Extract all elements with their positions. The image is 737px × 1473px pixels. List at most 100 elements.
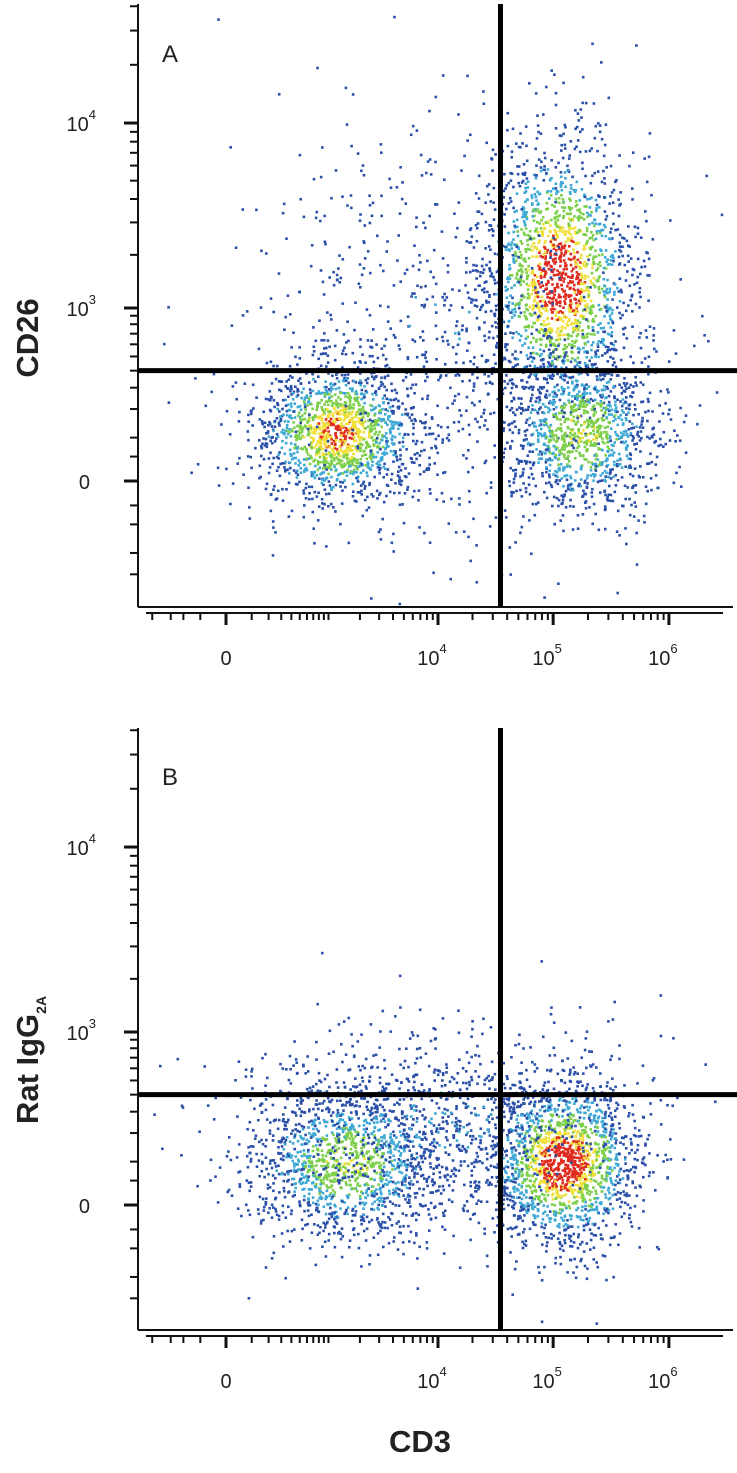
data-point	[277, 272, 281, 275]
data-point	[556, 475, 559, 478]
data-point	[554, 220, 557, 224]
data-point	[563, 143, 567, 147]
data-point	[369, 423, 373, 426]
data-point	[478, 327, 481, 331]
data-point	[635, 384, 638, 387]
data-point	[574, 439, 578, 443]
data-point	[415, 457, 418, 461]
data-point	[362, 469, 365, 472]
data-point	[551, 329, 554, 333]
data-point	[576, 420, 580, 423]
data-point	[483, 372, 486, 376]
data-point	[212, 372, 216, 376]
data-point	[633, 467, 637, 470]
data-point	[339, 425, 342, 429]
data-point	[592, 102, 596, 105]
data-point	[628, 245, 631, 248]
data-point	[515, 243, 519, 247]
data-point	[613, 463, 616, 467]
data-point	[596, 149, 599, 153]
data-point	[608, 287, 612, 291]
data-point	[326, 339, 330, 342]
data-point	[583, 260, 587, 264]
data-point	[596, 345, 600, 348]
data-point	[569, 475, 572, 478]
data-point	[538, 457, 541, 461]
data-point	[578, 436, 581, 440]
data-point	[360, 388, 364, 392]
data-point	[352, 380, 356, 383]
data-point	[595, 280, 599, 283]
data-point	[678, 439, 682, 442]
data-point	[443, 363, 447, 366]
data-point	[614, 180, 617, 184]
data-point	[553, 216, 556, 219]
data-point	[340, 373, 344, 377]
data-point	[446, 426, 450, 429]
data-point	[316, 463, 320, 466]
data-point	[436, 473, 439, 476]
data-point	[340, 465, 344, 469]
data-point	[295, 447, 299, 450]
data-point	[551, 297, 554, 301]
data-point	[551, 359, 554, 363]
data-point	[551, 504, 554, 508]
data-point	[263, 421, 267, 425]
data-point	[559, 333, 563, 337]
data-point	[548, 429, 551, 433]
data-point	[294, 434, 298, 437]
data-point	[504, 289, 508, 292]
data-point	[266, 431, 270, 435]
data-point	[369, 403, 372, 407]
data-point	[549, 254, 553, 257]
data-point	[599, 405, 603, 408]
data-point	[546, 207, 550, 211]
data-point	[573, 435, 576, 438]
data-point	[521, 344, 524, 347]
data-point	[609, 390, 613, 393]
data-point	[558, 257, 561, 260]
data-point	[343, 417, 347, 420]
data-point	[364, 378, 368, 382]
data-point	[426, 397, 429, 401]
data-point	[327, 480, 331, 483]
data-point	[589, 419, 593, 423]
data-point	[547, 440, 551, 444]
data-point	[604, 454, 607, 457]
data-point	[524, 408, 528, 412]
data-point	[531, 215, 535, 218]
data-point	[594, 350, 597, 354]
data-point	[491, 169, 494, 172]
data-point	[517, 306, 521, 310]
data-point	[325, 434, 328, 438]
data-point	[634, 484, 638, 487]
data-point	[306, 421, 309, 424]
data-point	[473, 304, 477, 307]
data-point	[610, 342, 614, 345]
data-point	[491, 382, 494, 386]
data-point	[341, 352, 344, 356]
data-point	[559, 242, 563, 245]
data-point	[608, 333, 612, 337]
data-point	[560, 317, 563, 320]
data-point	[363, 484, 367, 488]
data-point	[636, 232, 640, 235]
data-point	[624, 440, 628, 443]
data-point	[349, 464, 352, 467]
data-point	[597, 442, 600, 446]
data-point	[532, 357, 536, 360]
data-point	[268, 420, 271, 424]
data-point	[592, 341, 595, 344]
data-point	[361, 482, 365, 486]
data-point	[301, 427, 305, 430]
data-point	[459, 414, 463, 417]
data-point	[364, 427, 367, 430]
data-point	[604, 290, 608, 293]
data-point	[454, 531, 458, 534]
data-point	[576, 416, 579, 420]
data-point	[524, 268, 527, 271]
data-point	[394, 397, 398, 401]
data-point	[441, 339, 445, 343]
data-point	[405, 268, 409, 271]
data-point	[586, 275, 590, 278]
